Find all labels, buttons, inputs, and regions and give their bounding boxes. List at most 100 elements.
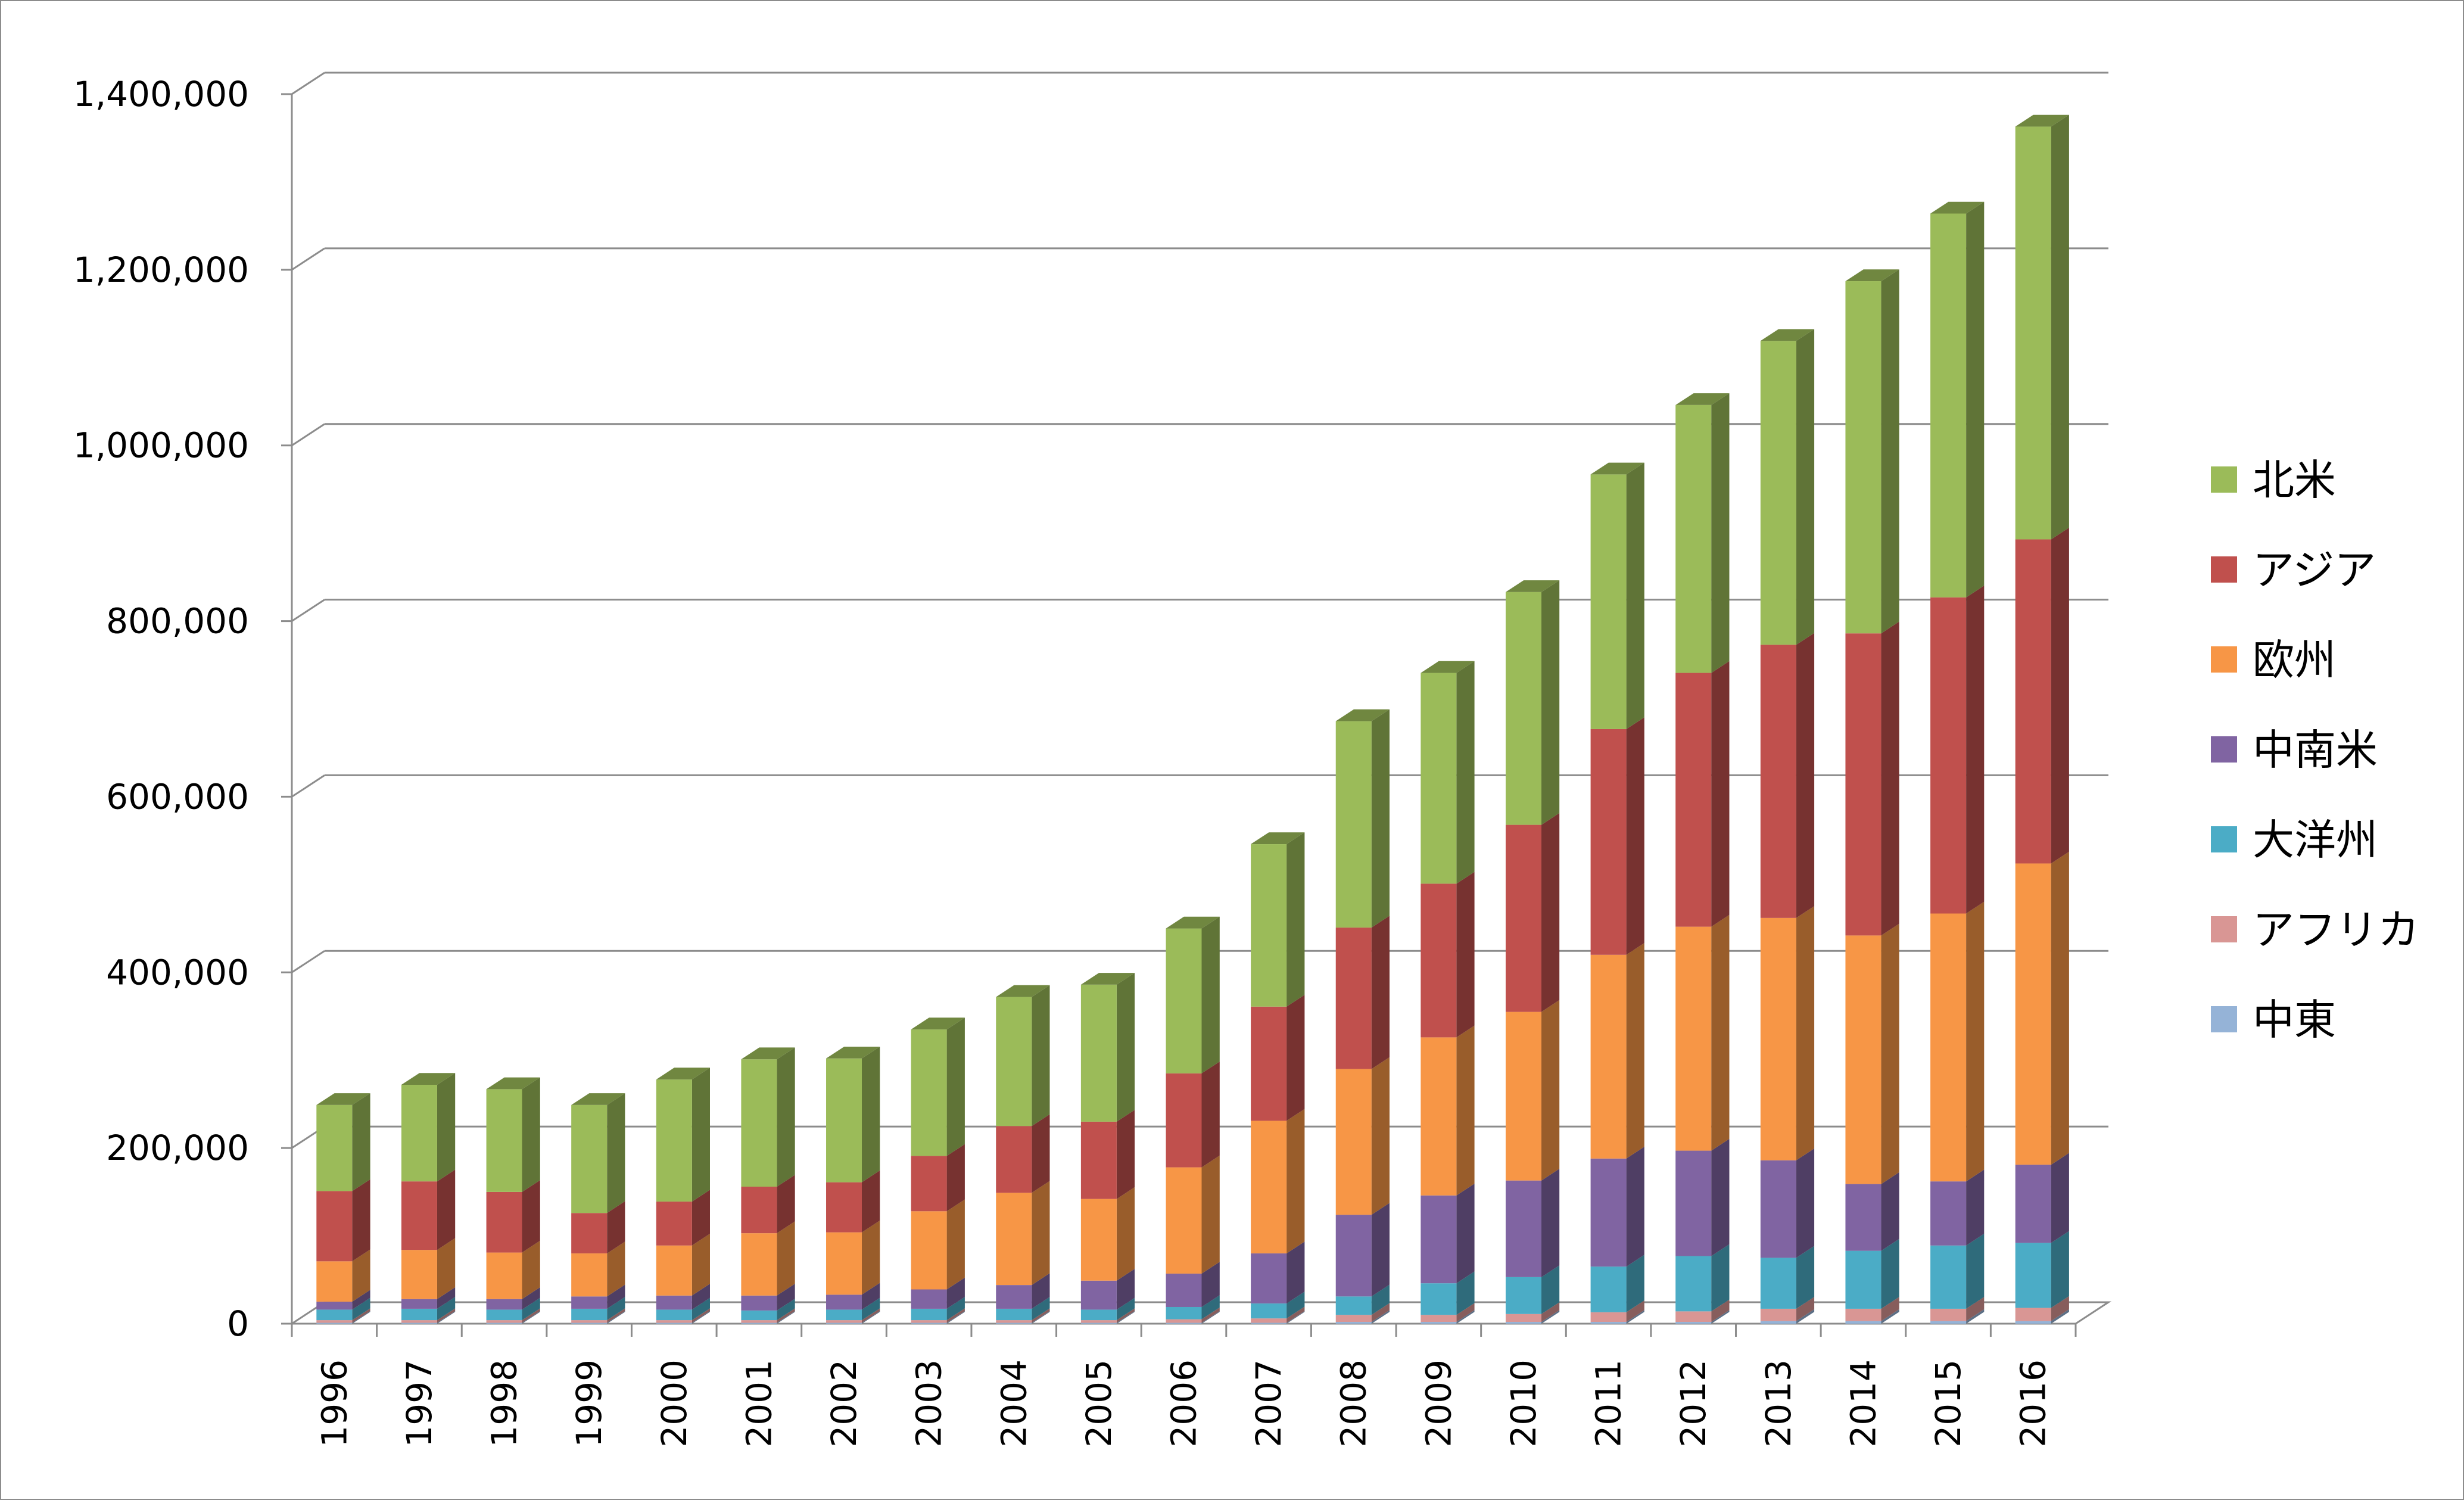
bar-segment-side [1201,1062,1220,1168]
bar-segment [486,1320,522,1323]
x-tick-label: 2002 [824,1359,864,1448]
bar-segment-side [1626,717,1644,955]
bar-segment [1760,341,1796,645]
bar-segment [741,1320,777,1323]
bar-segment-side [1541,1302,1560,1322]
bar-segment [1675,673,1712,927]
x-tick-label: 2010 [1503,1359,1544,1448]
legend-swatch [2211,1006,2237,1032]
bar-segment [316,1104,353,1191]
bar-segment-side [607,1241,625,1297]
bar-segment [1166,928,1202,1073]
bar-segment-side [1626,1310,1644,1324]
bar-segment [1421,1315,1457,1322]
bar-segment [1251,1006,1287,1121]
bar-segment [656,1322,692,1324]
x-tick-label: 2006 [1164,1359,1204,1448]
bar-segment-side [1371,1203,1390,1297]
bar-segment [741,1322,777,1324]
bar-segment-side [1032,1311,1050,1324]
bar-segment-side [607,1311,625,1324]
bar-segment [571,1320,608,1323]
bar-segment-side [1711,1310,1730,1324]
bar-segment-side [862,1297,880,1321]
bar-segment-side [437,1297,456,1321]
bar-segment [1251,1303,1287,1319]
bar-segment [401,1250,437,1299]
bar-stack-2014 [1845,269,1899,1324]
bar-segment [571,1213,608,1254]
bar-segment-side [1371,1057,1390,1215]
bar-segment [486,1299,522,1310]
bar-segment-side [1881,1172,1899,1251]
bar-segment-side [862,1170,880,1233]
bar-top-face [1166,916,1220,929]
bar-segment [996,1193,1032,1286]
bar-segment [1166,1073,1202,1168]
bar-segment-side [1711,393,1730,673]
legend-swatch [2211,826,2237,852]
bar-segment [1421,673,1457,884]
bar-segment [996,1285,1032,1309]
bar-top-face [1845,269,1899,281]
bar-segment-side [1881,269,1899,634]
bar-top-face [911,1017,965,1030]
bar-segment-side [522,1297,540,1321]
bar-segment-side [862,1283,880,1310]
bar-segment-side [1371,709,1390,928]
bar-segment-side [1032,1297,1050,1321]
bar-segment-side [1371,916,1390,1069]
bar-segment [316,1261,353,1302]
bar-segment [571,1104,608,1213]
bar-top-face [826,1047,880,1059]
bar-segment [1505,1180,1541,1277]
bar-segment-side [1456,1303,1475,1322]
bar-segment [1421,1195,1457,1284]
bar-segment [1675,1322,1712,1324]
bar-segment [741,1310,777,1321]
bar-segment-side [2051,527,2069,864]
bar-segment [1760,1308,1796,1321]
bar-segment-side [1456,1184,1475,1284]
bar-segment-side [1032,1273,1050,1309]
bar-segment [1080,1309,1117,1321]
bar-segment [1421,1322,1457,1324]
bar-segment [486,1191,522,1253]
bar-segment [401,1320,437,1323]
bar-top-face [401,1073,456,1085]
bar-segment [1930,913,1967,1182]
bar-segment [996,1322,1032,1324]
bar-segment-side [1286,995,1305,1121]
bar-segment [1675,1256,1712,1312]
bar-segment-side [1371,1303,1390,1322]
bar-stack-2015 [1930,201,1985,1324]
bar-segment [1675,1311,1712,1322]
bar-segment [656,1295,692,1310]
bar-segment-side [437,1308,456,1323]
bar-segment-side [1032,985,1050,1126]
bar-segment-side [1966,1309,1985,1324]
bar-segment-side [946,1144,965,1212]
bar-segment-side [691,1190,710,1246]
bar-segment [1930,213,1967,597]
bar-segment [316,1320,353,1323]
y-tick-label: 400,000 [106,952,249,992]
bar-segment-side [352,1297,370,1321]
bar-segment-side [522,1287,540,1310]
bar-segment [1760,1321,1796,1324]
bar-segment [656,1309,692,1321]
bar-segment [656,1202,692,1246]
bar-segment-side [2051,1309,2069,1324]
bar-segment-side [1032,1308,1050,1323]
bar-segment-side [1541,580,1560,825]
legend-swatch [2211,466,2237,493]
bar-top-face [656,1068,710,1080]
bar-segment-side [777,1221,795,1296]
bar-segment-side [437,1073,456,1182]
bar-top-face [1930,201,1985,214]
bar-segment-side [1541,1265,1560,1314]
bar-top-face [1251,832,1305,844]
bar-segment [996,997,1032,1126]
bar-segment-side [607,1297,625,1321]
